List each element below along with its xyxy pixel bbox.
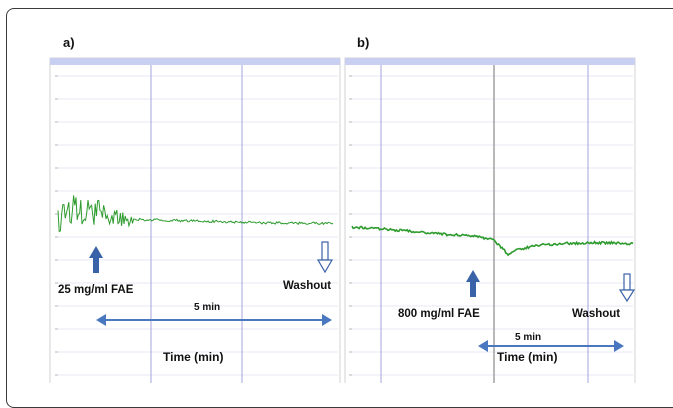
dose-arrow-head: [466, 270, 480, 282]
panel-a-dose-label: 25 mg/ml FAE: [58, 284, 134, 296]
panel-b-header-bar: [345, 58, 635, 65]
panel-b-washout-label: Washout: [572, 308, 620, 320]
panel-b-duration-label: 5 min: [515, 332, 541, 343]
panel-a-duration-label: 5 min: [194, 302, 220, 313]
panel-a-recording: [49, 57, 341, 383]
panel-a-span-arrow: [96, 314, 332, 326]
span-arrow-left-head: [96, 314, 106, 326]
panel-b-y-ticks: [349, 75, 352, 376]
span-arrow-right-head: [614, 340, 624, 352]
washout-arrow-shaft: [623, 273, 631, 291]
panel-b-trace: [351, 225, 634, 257]
panel-a-label: a): [63, 35, 75, 50]
panel-b-label: b): [357, 35, 369, 50]
panel-b-dose-arrow: [466, 270, 480, 297]
panel-b-dose-label: 800 mg/ml FAE: [398, 308, 480, 320]
dose-arrow-head: [89, 246, 103, 258]
panel-a-header-bar: [50, 58, 340, 65]
washout-arrow-head: [316, 259, 334, 274]
washout-arrow-shaft: [321, 241, 329, 261]
panel-a-y-ticks: [55, 75, 58, 376]
washout-arrow-head: [618, 289, 636, 303]
panel-b-plot-area: [344, 57, 636, 383]
panel-a-time-axis-label: Time (min): [163, 350, 223, 364]
dose-arrow-shaft: [93, 257, 99, 273]
span-arrow-left-head: [478, 340, 488, 352]
panel-b-grid: [352, 75, 633, 376]
span-arrow-right-head: [322, 314, 332, 326]
panel-a-dose-arrow: [89, 246, 103, 273]
panel-b-washout-arrow: [618, 273, 636, 303]
panel-a-grid: [58, 75, 338, 376]
figure: a) b) 25 mg/ml FAE Washout 5 min Tim: [49, 35, 636, 383]
panel-b-time-axis-label: Time (min): [497, 350, 557, 364]
panel-a-washout-arrow: [316, 241, 334, 274]
panel-a-trace: [57, 195, 334, 233]
dose-arrow-shaft: [470, 281, 476, 297]
panel-a-washout-label: Washout: [283, 280, 331, 292]
panel-b-recording: [344, 57, 636, 383]
panel-b-span-arrow: [478, 340, 624, 352]
